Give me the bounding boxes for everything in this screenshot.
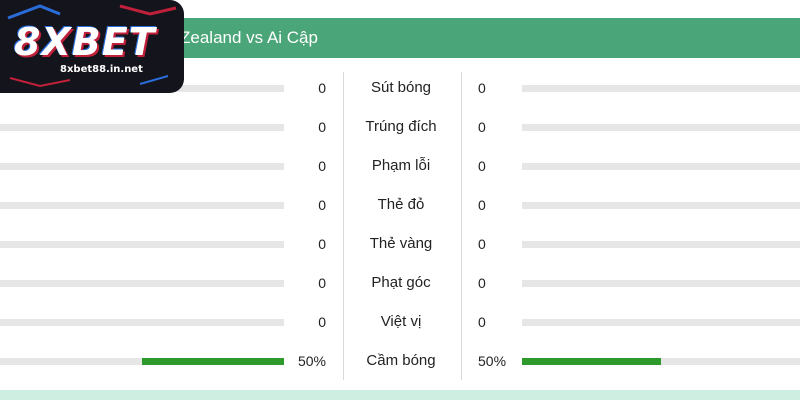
home-stat-value: 0	[318, 275, 326, 291]
away-stat-value: 0	[478, 80, 486, 96]
away-stat-value: 0	[478, 158, 486, 174]
home-stat-bar	[0, 241, 284, 248]
home-stat-bar	[0, 202, 284, 209]
stat-label: Cầm bóng	[366, 352, 436, 369]
away-stat-bar	[522, 202, 800, 209]
away-stat-value: 0	[478, 236, 486, 252]
stat-label: Trúng đích	[365, 118, 437, 135]
column-divider-left	[343, 72, 344, 380]
stat-row: 0 Việt vị 0	[0, 308, 800, 338]
home-stat-bar	[0, 280, 284, 287]
home-stat-bar-fill	[142, 358, 284, 365]
logo-site-text: 8xbet88.in.net	[60, 64, 143, 75]
stat-row: 50% Cầm bóng 50%	[0, 347, 800, 377]
away-stat-bar	[522, 163, 800, 170]
home-stat-value: 0	[318, 236, 326, 252]
away-stat-value: 50%	[478, 353, 507, 369]
away-stat-value: 0	[478, 314, 486, 330]
home-stat-value: 0	[318, 197, 326, 213]
away-stat-bar	[522, 280, 800, 287]
stat-label: Phạm lỗi	[371, 157, 431, 174]
home-stat-value: 0	[318, 158, 326, 174]
home-stat-value: 0	[318, 119, 326, 135]
away-stat-bar	[522, 124, 800, 131]
home-stat-bar	[0, 124, 284, 131]
away-stat-bar	[522, 85, 800, 92]
away-stat-bar	[522, 241, 800, 248]
home-stat-value: 0	[318, 314, 326, 330]
home-stat-bar	[0, 163, 284, 170]
match-title: Zealand vs Ai Cập	[180, 28, 318, 47]
stat-row: 0 Thẻ đỏ 0	[0, 191, 800, 221]
logo-brand-text: 8XBET	[14, 20, 156, 64]
stat-label: Thẻ đỏ	[377, 196, 425, 213]
logo-graphic	[7, 4, 177, 88]
home-stat-bar	[0, 358, 284, 365]
home-stat-bar	[0, 319, 284, 326]
stat-label: Thẻ vàng	[369, 235, 433, 252]
away-stat-value: 0	[478, 275, 486, 291]
footer-strip	[0, 390, 800, 400]
stat-label: Việt vị	[380, 313, 422, 330]
stat-row: 0 Thẻ vàng 0	[0, 230, 800, 260]
column-divider-right	[461, 72, 462, 380]
home-stat-value: 0	[318, 80, 326, 96]
brand-logo: 8XBET 8xbet88.in.net	[0, 0, 184, 93]
stat-label: Phạt góc	[371, 274, 431, 291]
away-stat-bar	[522, 358, 800, 365]
away-stat-bar	[522, 319, 800, 326]
stat-row: 0 Phạm lỗi 0	[0, 152, 800, 182]
stat-row: 0 Phạt góc 0	[0, 269, 800, 299]
away-stat-bar-fill	[522, 358, 661, 365]
stat-label: Sút bóng	[370, 79, 432, 96]
away-stat-value: 0	[478, 197, 486, 213]
away-stat-value: 0	[478, 119, 486, 135]
home-stat-value: 50%	[297, 353, 326, 369]
stat-row: 0 Trúng đích 0	[0, 113, 800, 143]
